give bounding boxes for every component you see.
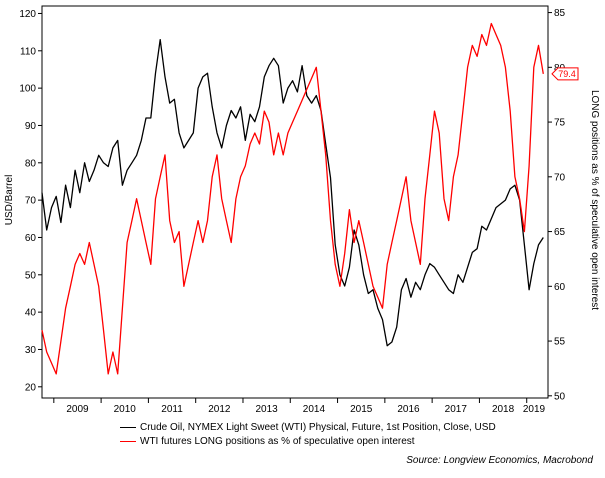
y-tick-label: 40 (25, 308, 37, 319)
x-tick-label: 2016 (397, 404, 420, 415)
x-tick-label: 2011 (161, 404, 183, 415)
x-tick-label: 2014 (303, 404, 326, 415)
y-tick-label: 20 (25, 382, 37, 393)
source-note: Source: Longview Economics, Macrobond (406, 455, 593, 466)
y-tick-label: 110 (20, 46, 36, 57)
x-tick-label: 2012 (208, 404, 231, 415)
y-tick-label: 90 (25, 121, 37, 132)
legend: Crude Oil, NYMEX Light Sweet (WTI) Physi… (120, 420, 496, 448)
y-axis-label-left: USD/Barrel (4, 175, 15, 226)
y-tick-label: 60 (25, 233, 37, 244)
legend-swatch-red (120, 440, 136, 442)
legend-item-long-positions: WTI futures LONG positions as % of specu… (120, 434, 496, 448)
legend-label-long-positions: WTI futures LONG positions as % of specu… (140, 435, 415, 447)
y2-tick-label: 65 (554, 227, 566, 238)
x-axis: 2009 2010 2011 2012 2013 2014 2015 2016 2017 2018… (53, 398, 546, 415)
x-tick-label: 2013 (256, 404, 279, 415)
x-tick-label: 2019 (523, 404, 546, 415)
y-tick-label: 50 (25, 270, 37, 281)
x-tick-label: 2017 (445, 404, 468, 415)
y-tick-label: 80 (25, 158, 37, 169)
y2-tick-label: 60 (554, 282, 566, 293)
y2-tick-label: 55 (554, 337, 566, 348)
x-tick-label: 2009 (66, 404, 89, 415)
legend-item-crude-oil: Crude Oil, NYMEX Light Sweet (WTI) Physi… (120, 420, 496, 434)
y-tick-label: 120 (19, 9, 36, 20)
y2-tick-label: 75 (554, 118, 566, 129)
last-value-tag: 79.4 (551, 67, 579, 81)
legend-label-crude-oil: Crude Oil, NYMEX Light Sweet (WTI) Physi… (140, 421, 496, 433)
y-axis-label-right: LONG positions as % of speculative open … (589, 90, 600, 310)
y2-tick-label: 70 (554, 172, 566, 183)
series-line-crude-oil (41, 38, 544, 347)
series-layer (41, 22, 544, 375)
last-value-tag-box (551, 67, 579, 81)
y-axis-right: 5055606570758085 (548, 8, 566, 402)
plot-border (41, 5, 549, 399)
x-tick-label: 2018 (492, 404, 515, 415)
last-value-label: 79.4 (558, 69, 576, 79)
x-tick-label: 2015 (350, 404, 373, 415)
x-tick-label: 2010 (114, 404, 137, 415)
y-axis-left: 20 30 40 50 60 70 80 90 100 110 120 (19, 9, 42, 393)
y2-tick-label: 85 (554, 8, 566, 19)
y-tick-label: 100 (19, 84, 36, 95)
y-tick-label: 30 (25, 345, 37, 356)
plot-area (41, 5, 549, 399)
legend-swatch-black (120, 426, 136, 428)
series-line-long-positions (41, 22, 544, 375)
y2-tick-label: 50 (554, 391, 566, 402)
y-tick-label: 70 (25, 196, 37, 207)
